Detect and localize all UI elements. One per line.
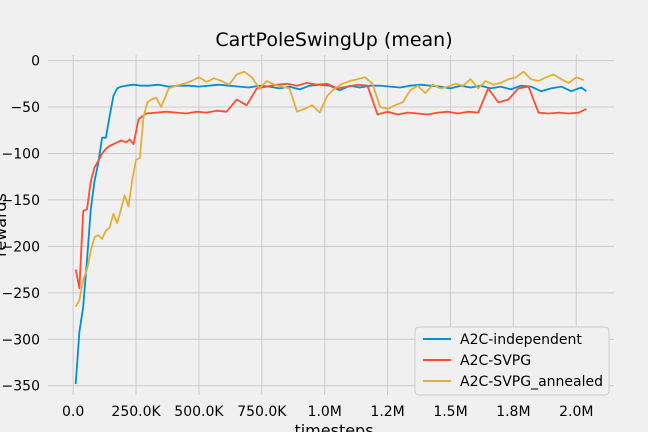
x-tick-label: 1.2M	[370, 404, 404, 420]
legend-label: A2C-independent	[460, 332, 582, 348]
x-tick-label: 250.0K	[111, 404, 161, 420]
legend: A2C-independent A2C-SVPG A2C-SVPG_annealed	[414, 326, 610, 396]
series-lines	[74, 70, 587, 384]
chart-title: CartPoleSwingUp (mean)	[215, 29, 452, 51]
x-tick-label: 500.0K	[174, 404, 224, 420]
y-tick-label: −200	[2, 239, 40, 255]
y-tick-label: −50	[10, 100, 40, 116]
series-line-0	[74, 83, 587, 384]
x-tick-label: 1.5M	[433, 404, 467, 420]
legend-box	[414, 326, 610, 396]
legend-label: A2C-SVPG_annealed	[460, 374, 603, 390]
tick-labels: 0.0 250.0K 500.0K 750.0K 1.0M 1.2M 1.5M 1.8M 2.0…	[2, 54, 594, 420]
x-tick-label: 2.0M	[559, 404, 593, 420]
x-tick-label: 750.0K	[237, 404, 287, 420]
series-line-2	[74, 70, 585, 308]
x-axis-label: timesteps	[294, 421, 373, 432]
y-tick-label: −100	[2, 146, 40, 162]
x-tick-label: 0.0	[62, 404, 84, 420]
series-line-1	[74, 82, 587, 290]
y-tick-label: −250	[2, 286, 40, 302]
y-axis-label: rewards	[0, 193, 10, 257]
legend-label: A2C-SVPG	[460, 353, 531, 369]
y-tick-label: 0	[31, 54, 40, 70]
y-tick-label: −150	[2, 193, 40, 209]
y-tick-label: −350	[2, 379, 40, 395]
y-tick-label: −300	[2, 332, 40, 348]
x-tick-label: 1.0M	[308, 404, 342, 420]
x-tick-label: 1.8M	[496, 404, 530, 420]
